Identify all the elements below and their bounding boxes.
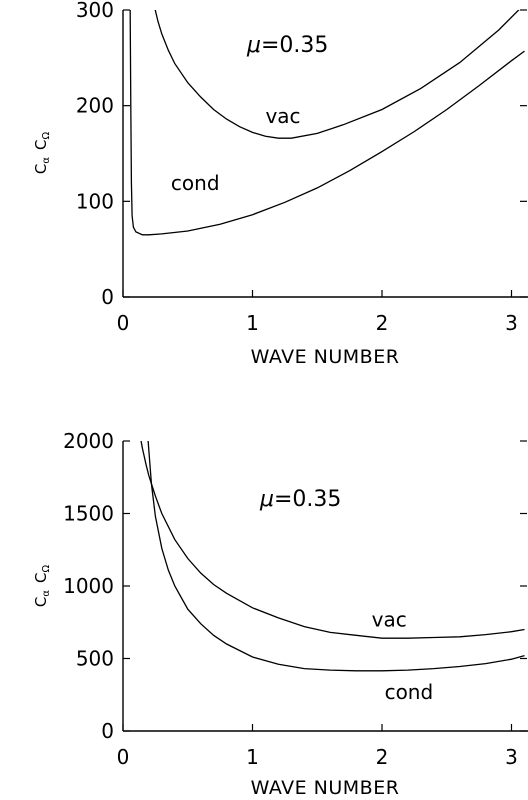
x-tick-label: 1 (246, 311, 259, 335)
y-tick-label: 0 (101, 719, 114, 743)
data-curves (140, 441, 525, 672)
x-tick-label: 1 (246, 745, 259, 769)
x-tick-label: 2 (376, 745, 389, 769)
curve-annotations: vac cond (372, 608, 434, 705)
series-line-vac (140, 441, 525, 639)
y-axis-title: CαCΩ (32, 565, 52, 608)
mu-value: =0.35 (274, 487, 341, 512)
x-tick-label: 0 (117, 311, 130, 335)
series-line-vac (154, 10, 520, 139)
mu-symbol: μ (246, 33, 261, 58)
chart-panel-top: 0 1 2 3 0 100 200 300 vac cond μ=0.35 WAVE NUMBE… (32, 0, 528, 368)
y-tick-label: 100 (76, 189, 114, 213)
x-axis-title: WAVE NUMBER (251, 346, 400, 368)
y-tick-label: 2000 (63, 429, 114, 453)
mu-symbol: μ (259, 487, 274, 512)
y-tick-label: 1000 (63, 574, 114, 598)
ylabel-omega: Ω (41, 132, 52, 140)
x-tick-label: 2 (376, 311, 389, 335)
y-tick-label: 300 (76, 0, 114, 22)
y-axis-title: CαCΩ (32, 132, 52, 175)
series-line-cond (129, 10, 525, 236)
mu-value: =0.35 (261, 33, 328, 58)
ylabel-alpha: α (41, 590, 52, 597)
axis-ticks (122, 9, 527, 298)
curve-annotations: vac cond (171, 104, 301, 195)
mu-parameter-label: μ=0.35 (259, 487, 341, 512)
ylabel-alpha: α (41, 157, 52, 164)
annotation-cond: cond (171, 171, 220, 195)
axis-tick-labels: 0 1 2 3 0 100 200 300 (76, 0, 518, 335)
axis-tick-labels: 0 1 2 3 0 500 1000 1500 2000 (63, 429, 518, 769)
x-axis-title: WAVE NUMBER (251, 777, 400, 799)
x-tick-label: 3 (505, 745, 518, 769)
annotation-vac: vac (372, 608, 407, 632)
y-tick-label: 1500 (63, 502, 114, 526)
annotation-cond: cond (385, 680, 434, 704)
chart-panel-bottom: 0 1 2 3 0 500 1000 1500 2000 vac cond μ=0.35 WAVE… (32, 429, 528, 799)
annotation-vac: vac (265, 104, 300, 128)
ylabel-c2: C (32, 573, 50, 583)
axis-ticks (122, 440, 527, 732)
y-tick-label: 200 (76, 94, 114, 118)
ylabel-c1: C (32, 597, 50, 607)
y-tick-label: 0 (101, 285, 114, 309)
mu-parameter-label: μ=0.35 (246, 33, 328, 58)
x-tick-label: 0 (117, 745, 130, 769)
ylabel-omega: Ω (41, 565, 52, 573)
data-curves (129, 10, 525, 236)
ylabel-c1: C (32, 164, 50, 174)
ylabel-c2: C (32, 140, 50, 150)
y-tick-label: 500 (76, 647, 114, 671)
series-line-cond (147, 441, 525, 672)
x-tick-label: 3 (505, 311, 518, 335)
